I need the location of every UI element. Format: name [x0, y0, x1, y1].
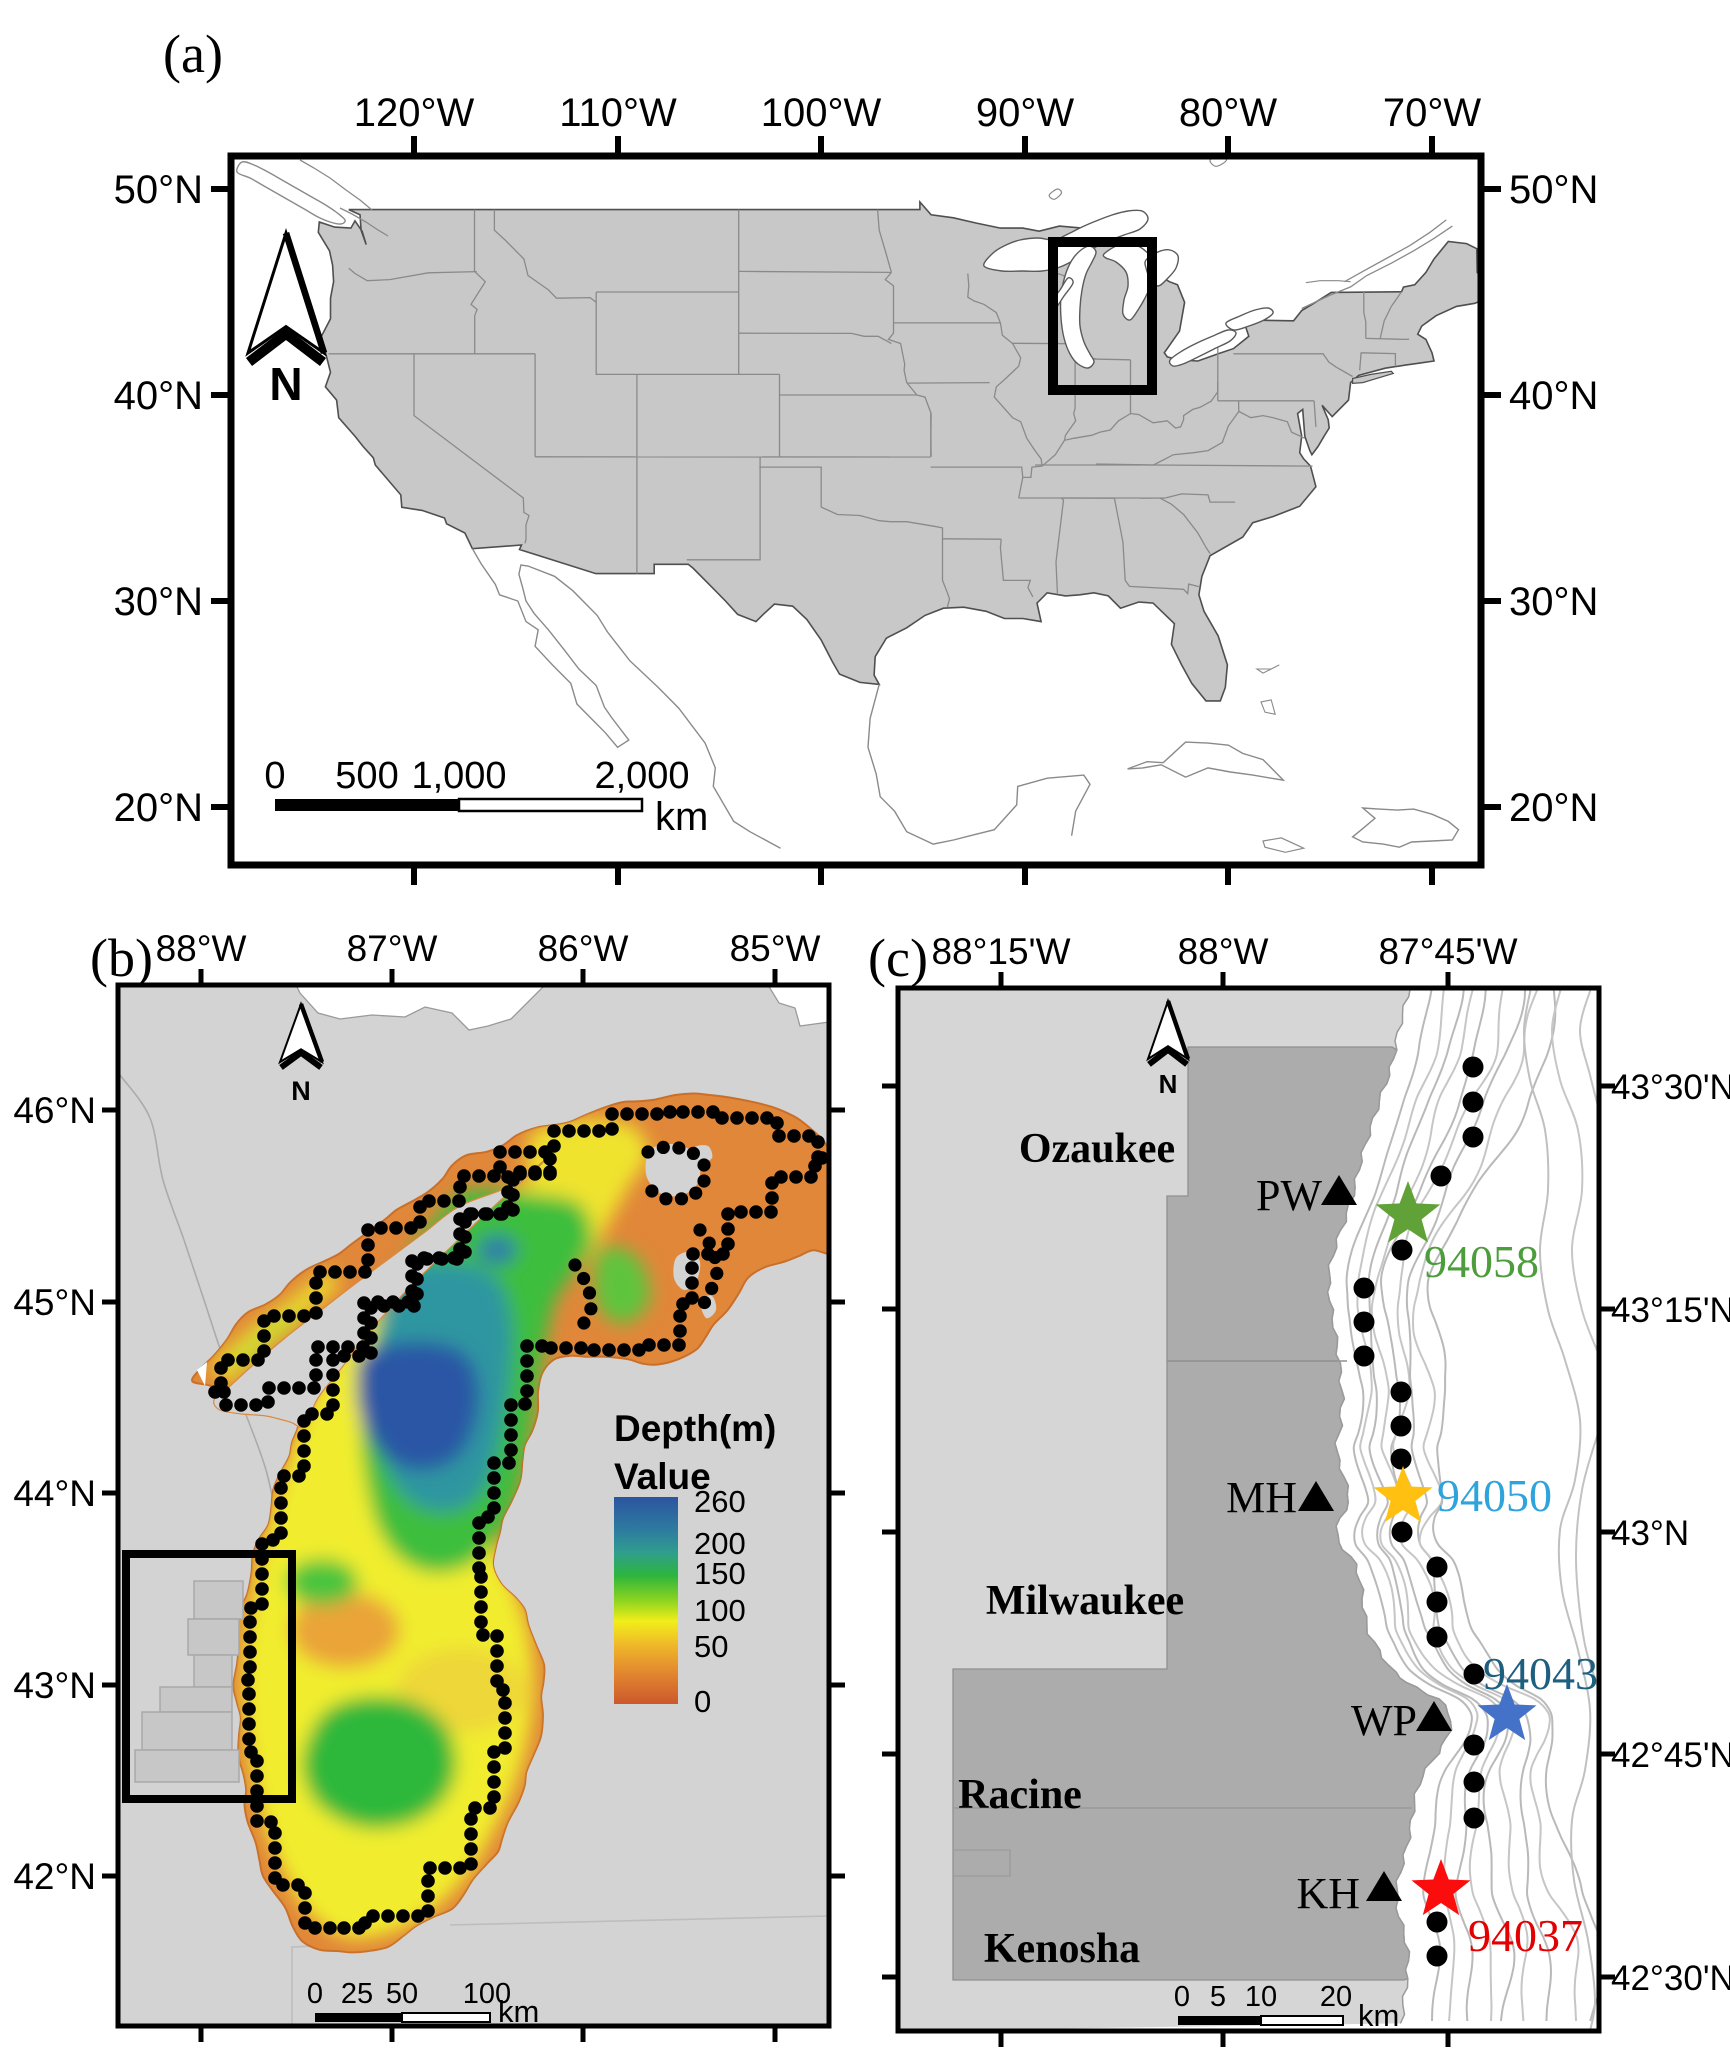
svg-text:88°15'W: 88°15'W [931, 931, 1070, 972]
svg-text:45°N: 45°N [13, 1282, 96, 1323]
svg-text:KH: KH [1296, 1869, 1360, 1918]
svg-text:(a): (a) [163, 24, 223, 84]
svg-text:110°W: 110°W [559, 91, 677, 135]
svg-text:20°N: 20°N [1509, 786, 1598, 830]
svg-text:Racine: Racine [958, 1772, 1082, 1818]
svg-text:90°W: 90°W [976, 91, 1074, 135]
svg-text:43°15'N: 43°15'N [1611, 1291, 1730, 1330]
svg-text:50: 50 [694, 1629, 728, 1664]
svg-text:km: km [655, 795, 708, 839]
svg-text:94050: 94050 [1437, 1470, 1552, 1521]
svg-text:20°N: 20°N [114, 786, 203, 830]
svg-text:40°N: 40°N [114, 374, 203, 418]
svg-text:50°N: 50°N [1509, 168, 1598, 212]
svg-text:100: 100 [463, 1978, 511, 2010]
svg-text:42°45'N: 42°45'N [1611, 1736, 1730, 1775]
svg-text:87°45'W: 87°45'W [1378, 931, 1517, 972]
svg-text:94037: 94037 [1468, 1910, 1583, 1961]
svg-text:88°W: 88°W [156, 928, 247, 969]
svg-text:43°N: 43°N [1611, 1514, 1689, 1553]
svg-text:40°N: 40°N [1509, 374, 1598, 418]
svg-text:0: 0 [264, 755, 285, 797]
svg-text:Milwaukee: Milwaukee [986, 1578, 1184, 1624]
svg-text:5: 5 [1210, 1981, 1226, 2013]
svg-text:0: 0 [694, 1684, 711, 1719]
svg-text:42°N: 42°N [13, 1856, 96, 1897]
svg-text:10: 10 [1245, 1981, 1277, 2013]
svg-text:260: 260 [694, 1484, 746, 1519]
svg-text:30°N: 30°N [114, 580, 203, 624]
svg-text:(b): (b) [90, 928, 153, 988]
svg-text:46°N: 46°N [13, 1090, 96, 1131]
svg-text:94043: 94043 [1483, 1648, 1598, 1699]
svg-text:Value: Value [614, 1456, 711, 1497]
svg-text:WP: WP [1351, 1696, 1417, 1745]
svg-text:200: 200 [694, 1526, 746, 1561]
svg-text:86°W: 86°W [538, 928, 629, 969]
svg-text:500: 500 [335, 755, 398, 797]
svg-text:N: N [269, 358, 302, 410]
svg-text:50°N: 50°N [114, 168, 203, 212]
svg-text:0: 0 [307, 1978, 323, 2010]
svg-text:50: 50 [386, 1978, 418, 2010]
svg-text:N: N [1159, 1069, 1178, 1099]
svg-text:80°W: 80°W [1179, 91, 1277, 135]
svg-text:70°W: 70°W [1383, 91, 1481, 135]
svg-text:MH: MH [1226, 1473, 1297, 1522]
svg-text:0: 0 [1174, 1981, 1190, 2013]
svg-text:100: 100 [694, 1593, 746, 1628]
svg-text:N: N [291, 1076, 311, 1106]
svg-text:2,000: 2,000 [594, 755, 689, 797]
svg-text:100°W: 100°W [761, 91, 882, 135]
svg-text:42°30'N: 42°30'N [1611, 1959, 1730, 1998]
svg-text:PW: PW [1256, 1171, 1322, 1220]
svg-text:120°W: 120°W [354, 91, 475, 135]
svg-text:43°30'N: 43°30'N [1611, 1068, 1730, 1107]
svg-text:87°W: 87°W [347, 928, 438, 969]
svg-text:94058: 94058 [1424, 1236, 1539, 1287]
svg-text:85°W: 85°W [730, 928, 821, 969]
svg-text:150: 150 [694, 1556, 746, 1591]
svg-text:25: 25 [341, 1978, 373, 2010]
svg-text:Depth(m): Depth(m) [614, 1408, 776, 1449]
svg-text:Kenosha: Kenosha [984, 1926, 1140, 1972]
svg-text:1,000: 1,000 [411, 755, 506, 797]
svg-text:20: 20 [1320, 1981, 1352, 2013]
svg-text:30°N: 30°N [1509, 580, 1598, 624]
svg-text:km: km [498, 1994, 539, 2029]
svg-text:km: km [1358, 1998, 1399, 2033]
svg-text:(c): (c) [868, 928, 928, 988]
svg-text:Ozaukee: Ozaukee [1019, 1126, 1175, 1172]
svg-text:44°N: 44°N [13, 1473, 96, 1514]
svg-text:43°N: 43°N [13, 1665, 96, 1706]
svg-text:88°W: 88°W [1178, 931, 1269, 972]
